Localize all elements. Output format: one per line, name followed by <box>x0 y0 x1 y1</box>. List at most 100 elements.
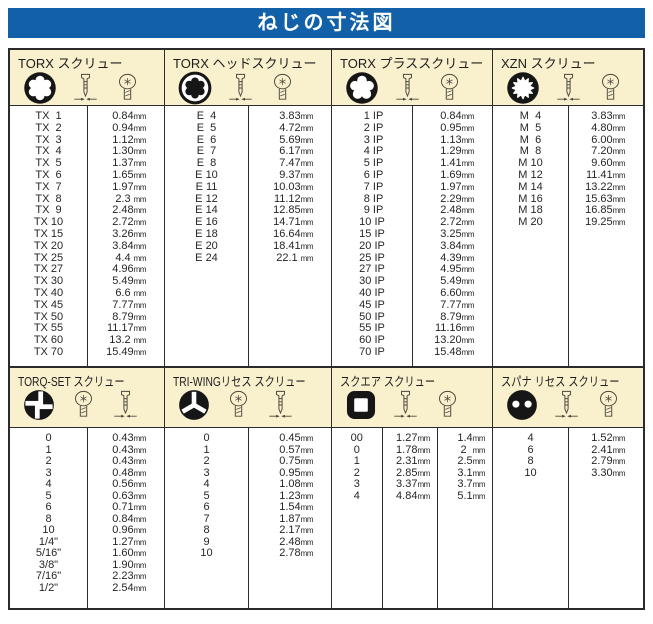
table-title: スクエア スクリュー <box>340 375 436 389</box>
table-title: TORQ-SET スクリュー <box>18 375 125 389</box>
dimension-cell: 2.23mm <box>112 570 146 582</box>
unit-label: mm <box>133 159 147 169</box>
unit-label: mm <box>417 434 430 443</box>
dimension-cell: 5.49mm <box>440 275 475 288</box>
table-header: TORX ヘッドスクリュー <box>165 50 331 106</box>
icon-row <box>501 388 639 422</box>
dimension-cell: 1.69mm <box>440 168 474 181</box>
dimension-cell: 4.96mm <box>112 263 146 276</box>
dimension-cell: 0.63mm <box>112 489 147 502</box>
size-cell: 3 <box>45 466 52 479</box>
dimension-cell: 6.17mm <box>279 145 313 158</box>
size-cell: E 14 <box>195 204 218 217</box>
icon-row <box>340 70 488 106</box>
spanner-recess-drive-icon <box>505 388 539 422</box>
dimension-cell: 6.6 mm <box>115 286 146 299</box>
unit-label: mm <box>472 457 486 466</box>
table-square-screw: スクエア スクリュー 00 0 1 2 3 4 1.27mm 1.78mm 2.31mm 2.8… <box>332 368 493 608</box>
dimension-cell: 2.29mm <box>440 192 474 205</box>
size-column: 4 6 8 10 <box>493 428 568 608</box>
table-spanner-recess-screw: スパナ リセス スクリュー 4 6 8 10 1.52mm 2.41mm 2.79mm 3.… <box>493 368 643 608</box>
size-cell: 3 <box>353 478 360 490</box>
table-data: TX 1 TX 2 TX 3 TX 4 TX 5 TX 6 TX 7 TX 8 TX 9 TX 1… <box>10 106 164 366</box>
size-cell: TX 70 <box>33 345 64 358</box>
size-column: 0 1 2 3 4 5 6 7 8 9 10 <box>165 428 248 608</box>
unit-label: mm <box>461 159 475 169</box>
size-cell: E 8 <box>196 157 217 170</box>
dimension-cell: 3.1mm <box>457 466 485 479</box>
unit-label: mm <box>133 583 147 593</box>
dimension-cell: 1.08mm <box>279 478 313 490</box>
size-cell: TX 40 <box>33 286 64 299</box>
torx-plus-drive-icon <box>344 70 380 106</box>
unit-label: mm <box>612 123 626 133</box>
size-column: TX 1 TX 2 TX 3 TX 4 TX 5 TX 6 TX 7 TX 8 TX 9 TX 1… <box>10 106 87 366</box>
dimension-cell: 4.72mm <box>279 121 313 134</box>
table-header: TRI-WINGリセス スクリュー <box>165 368 331 428</box>
dimension-cell: 9.37mm <box>279 168 313 181</box>
unit-label: mm <box>133 170 147 180</box>
table-data: 4 6 8 10 1.52mm 2.41mm 2.79mm 3.30mm <box>493 428 643 608</box>
unit-label: mm <box>133 253 147 263</box>
unit-label: mm <box>612 218 626 228</box>
unit-label: mm <box>461 347 475 357</box>
dimension-cell: 11.17mm <box>106 322 147 335</box>
size-cell: TX 2 <box>35 121 62 134</box>
size-cell: 1 <box>353 455 360 467</box>
dimension-cell: 0.94mm <box>112 121 146 134</box>
table-header: TORX プラススクリュー <box>332 50 492 106</box>
table-title: TORX スクリュー <box>18 56 123 71</box>
dimension-cell: 2 mm <box>460 443 486 456</box>
size-cell: TX 6 <box>35 168 62 181</box>
dimension-cell: 1.30mm <box>112 145 146 158</box>
dimension-cell: 16.64mm <box>273 227 313 240</box>
dimension-column: 0.43mm 0.43mm 0.43mm 0.48mm 0.56mm 0.63mm 0.71… <box>87 428 164 608</box>
size-cell: 55 IP <box>359 322 385 335</box>
dimension-cell: 11.12mm <box>273 192 314 205</box>
size-cell: 25 IP <box>359 251 385 264</box>
dimension-cell: 3.7mm <box>457 478 485 490</box>
size-cell: E 4 <box>196 110 217 122</box>
unit-label: mm <box>300 514 314 524</box>
unit-label: mm <box>300 194 314 204</box>
unit-label: mm <box>612 159 626 169</box>
unit-label: mm <box>133 135 147 145</box>
unit-label: mm <box>133 503 147 512</box>
unit-label: mm <box>300 468 314 478</box>
dimension-cell: 7.47mm <box>279 157 314 170</box>
table-title: スパナ リセス スクリュー <box>501 375 620 389</box>
dimension-cell: 1.87mm <box>279 512 314 525</box>
unit-label: mm <box>461 277 475 287</box>
torq-set-drive-icon <box>22 388 56 422</box>
unit-label: mm <box>300 159 314 169</box>
icon-row <box>173 70 327 106</box>
size-cell: TX 20 <box>33 239 64 252</box>
size-cell: TX 50 <box>33 310 64 323</box>
unit-label: mm <box>133 491 147 501</box>
dimension-cell: 15.49mm <box>106 345 146 358</box>
dimension-cell: 1.60mm <box>112 547 146 559</box>
dimension-cell: 8.79mm <box>440 310 474 323</box>
size-cell: 00 <box>350 432 363 444</box>
size-cell: 5 <box>203 489 210 502</box>
unit-label: mm <box>133 537 147 547</box>
unit-label: mm <box>461 147 475 157</box>
unit-label: mm <box>612 445 626 455</box>
table-header: スクエア スクリュー <box>332 368 492 428</box>
unit-label: mm <box>472 445 486 455</box>
unit-label: mm <box>300 135 314 145</box>
dimension-cell: 2.31mm <box>396 455 430 467</box>
dimension-cell: 3.84mm <box>112 239 146 252</box>
dimension-cell: 3.37mm <box>396 478 430 490</box>
unit-label: mm <box>300 549 314 558</box>
dimension-cell: 1.12mm <box>112 133 147 146</box>
dimension-cell: 18.41mm <box>273 239 313 252</box>
size-cell: 1 IP <box>360 110 384 122</box>
dimension-cell: 6.00mm <box>591 133 625 146</box>
dimension-cell: 3.30mm <box>591 466 625 479</box>
dimension-cell: 0.57mm <box>279 443 313 456</box>
size-cell: 1 <box>45 443 52 456</box>
size-cell: 40 IP <box>359 286 385 299</box>
